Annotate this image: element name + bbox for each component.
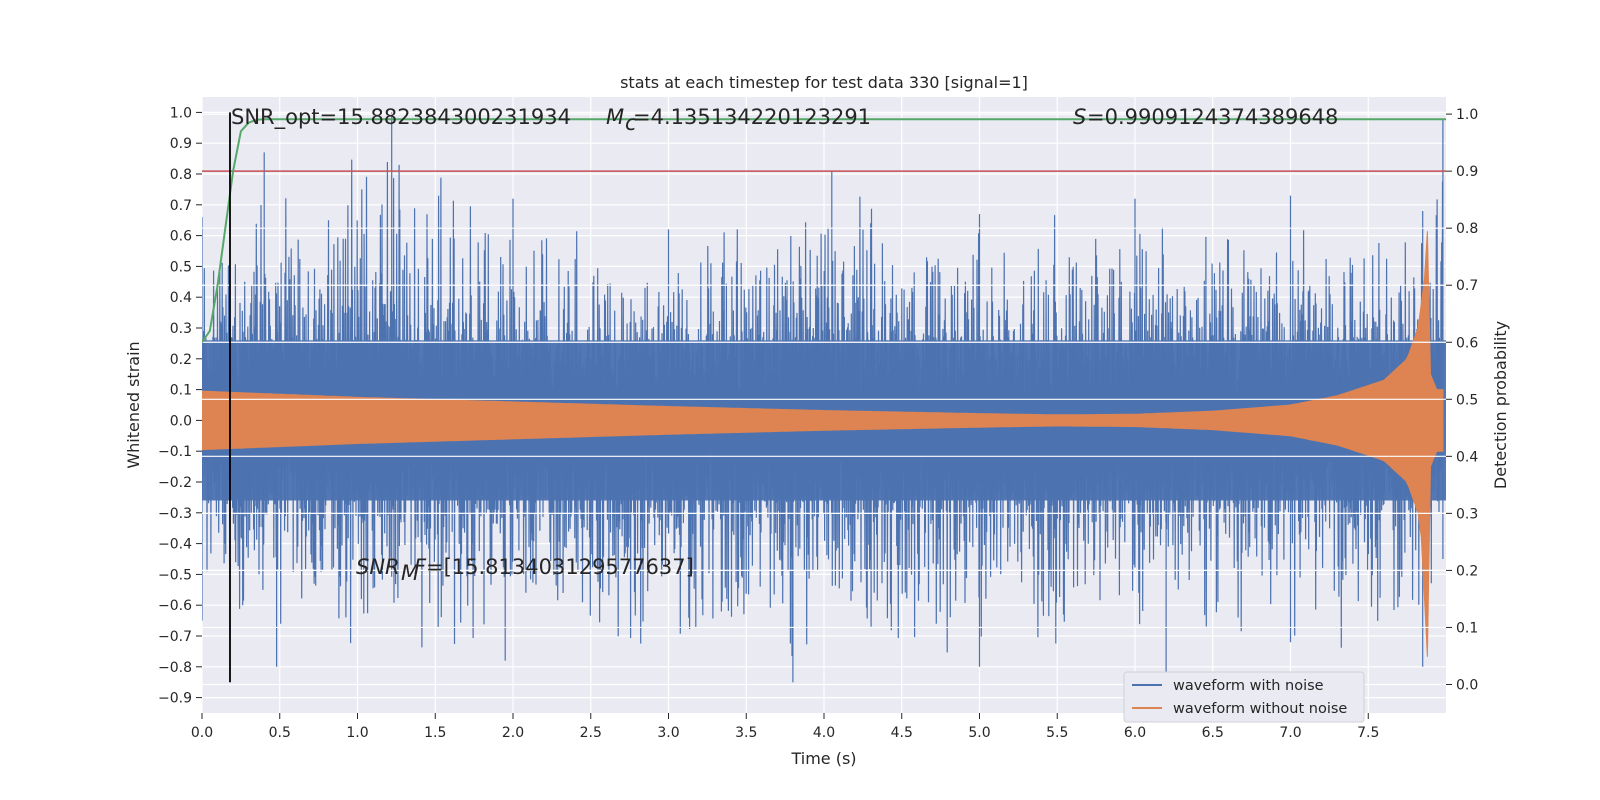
legend-label-clean: waveform without noise xyxy=(1173,701,1347,717)
series-waveform-without-noise xyxy=(202,231,1444,657)
y-tick-label: −0.8 xyxy=(158,660,192,676)
svg-text:M: M xyxy=(606,105,624,129)
y-tick-label: 0.0 xyxy=(170,413,192,429)
x-tick-label: 2.0 xyxy=(502,725,524,741)
x-tick-label: 7.5 xyxy=(1357,725,1379,741)
svg-text:S: S xyxy=(1073,105,1086,129)
y-tick-label: −0.3 xyxy=(158,506,192,522)
x-tick-label: 6.0 xyxy=(1124,725,1146,741)
y-tick-label: −0.9 xyxy=(158,691,192,707)
x-axis-label: Time (s) xyxy=(790,749,856,768)
annotation-snr-opt: SNR_opt=15.882384300231934 xyxy=(231,105,571,130)
svg-text:=0.9909124374389648: =0.9909124374389648 xyxy=(1087,105,1338,129)
annotation-snr-mf: SNR M F =[15.813403129577637] xyxy=(356,555,694,585)
y-tick-label: 0.8 xyxy=(170,167,192,183)
y-tick-label: −0.2 xyxy=(158,475,192,491)
svg-text:SNR: SNR xyxy=(356,555,400,579)
y-right-tick-label: 0.2 xyxy=(1456,563,1478,579)
y-right-tick-label: 0.4 xyxy=(1456,449,1478,465)
legend-label-noise: waveform with noise xyxy=(1173,678,1324,694)
x-tick-label: 7.0 xyxy=(1279,725,1301,741)
x-tick-label: 0.0 xyxy=(191,725,213,741)
y-right-tick-label: 0.1 xyxy=(1456,620,1478,636)
x-tick-label: 4.5 xyxy=(891,725,913,741)
x-tick-label: 6.5 xyxy=(1202,725,1224,741)
x-tick-label: 3.0 xyxy=(657,725,679,741)
y-tick-label: −0.6 xyxy=(158,598,192,614)
y-axis-label: Whitened strain xyxy=(124,341,143,468)
y-right-tick-label: 0.0 xyxy=(1456,677,1478,693)
y-right-tick-label: 0.5 xyxy=(1456,392,1478,408)
x-tick-label: 5.5 xyxy=(1046,725,1068,741)
legend-box xyxy=(1123,671,1365,723)
y-axis-label-right: Detection probability xyxy=(1491,321,1510,489)
svg-text:M: M xyxy=(401,561,419,585)
y-tick-label: 0.1 xyxy=(170,383,192,399)
ticks: 1.0 0.9 0.8 0.7 0.6 0.5 0.4 0.3 0.2 0.1 0.0 −0.1 −0.… xyxy=(158,105,1478,741)
svg-text:=[15.813403129577637]: =[15.813403129577637] xyxy=(426,555,694,579)
y-tick-label: 0.4 xyxy=(170,290,192,306)
y-right-tick-label: 0.3 xyxy=(1456,506,1478,522)
y-tick-label: 1.0 xyxy=(170,105,192,121)
y-tick-label: 0.5 xyxy=(170,259,192,275)
x-tick-label: 2.5 xyxy=(580,725,602,741)
y-tick-label: 0.7 xyxy=(170,198,192,214)
data-layer xyxy=(202,112,1446,686)
y-right-tick-label: 1.0 xyxy=(1456,107,1478,123)
y-tick-label: 0.6 xyxy=(170,229,192,245)
legend: waveform with noise waveform without noi… xyxy=(1123,671,1365,723)
y-right-tick-label: 0.9 xyxy=(1456,164,1478,180)
x-tick-label: 5.0 xyxy=(968,725,990,741)
x-tick-label: 3.5 xyxy=(735,725,757,741)
y-right-tick-label: 0.6 xyxy=(1456,335,1478,351)
y-right-tick-label: 0.7 xyxy=(1456,278,1478,294)
y-tick-label: 0.3 xyxy=(170,321,192,337)
x-tick-label: 0.5 xyxy=(269,725,291,741)
y-tick-label: 0.2 xyxy=(170,352,192,368)
y-tick-label: −0.4 xyxy=(158,537,192,553)
svg-text:=4.135134220123291: =4.135134220123291 xyxy=(633,105,871,129)
y-tick-label: −0.1 xyxy=(158,444,192,460)
annotation-s: S =0.9909124374389648 xyxy=(1073,105,1338,129)
svg-text:c: c xyxy=(625,111,637,135)
x-tick-label: 1.5 xyxy=(424,725,446,741)
chart-title: stats at each timestep for test data 330… xyxy=(620,73,1028,92)
y-tick-label: −0.5 xyxy=(158,567,192,583)
y-tick-label: 0.9 xyxy=(170,136,192,152)
y-tick-label: −0.7 xyxy=(158,629,192,645)
series-detection-probability xyxy=(202,118,1446,343)
y-right-tick-label: 0.8 xyxy=(1456,221,1478,237)
x-tick-label: 1.0 xyxy=(346,725,368,741)
svg-text:F: F xyxy=(414,555,427,579)
annotation-mc: M c =4.135134220123291 xyxy=(606,105,871,135)
x-tick-label: 4.0 xyxy=(813,725,835,741)
